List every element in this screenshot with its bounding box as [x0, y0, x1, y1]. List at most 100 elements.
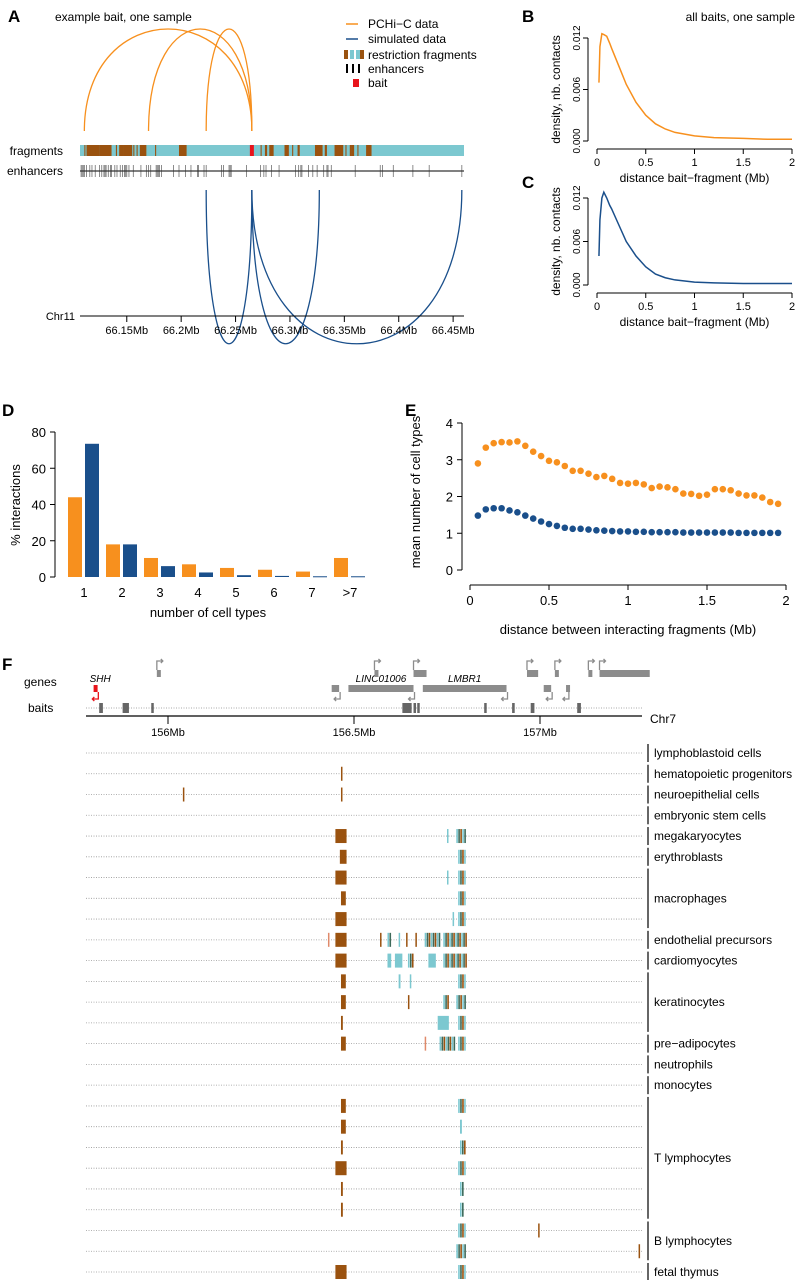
x-tick-label: 4 — [194, 585, 201, 600]
restriction-fragment — [351, 145, 355, 156]
chart-title: all baits, one sample — [686, 10, 796, 24]
y-tick-label: 0 — [446, 563, 453, 578]
interacting-fragment — [459, 953, 461, 968]
interacting-fragment — [458, 829, 460, 844]
restriction-fragment — [357, 145, 359, 156]
y-tick-label: 40 — [32, 498, 46, 513]
point-pchic — [648, 484, 655, 492]
interacting-fragment — [461, 953, 463, 968]
x-tick-label: 156Mb — [151, 727, 185, 739]
point-simulated — [766, 529, 774, 537]
point-pchic — [695, 492, 703, 500]
y-tick-label: 0.012 — [572, 25, 583, 50]
interacting-fragment — [340, 787, 343, 802]
point-pchic — [490, 439, 498, 447]
point-simulated — [632, 528, 640, 536]
interacting-fragment — [335, 829, 347, 844]
point-simulated — [585, 526, 592, 533]
interacting-fragment — [462, 1015, 464, 1030]
interacting-fragment — [447, 995, 449, 1010]
interacting-fragment — [380, 932, 382, 947]
interacting-fragment — [462, 829, 464, 844]
interacting-fragment — [447, 870, 449, 885]
chart-title: example bait, one sample — [55, 10, 192, 24]
point-pchic — [561, 462, 569, 470]
bar-pchic — [68, 497, 82, 577]
interacting-fragment — [456, 829, 458, 844]
interacting-fragment — [458, 1036, 460, 1051]
cell-type-label: pre−adipocytes — [654, 1037, 736, 1051]
x-tick-label: 66.25Mb — [214, 325, 257, 337]
interacting-fragment — [447, 829, 449, 844]
interacting-fragment — [460, 1161, 462, 1176]
bar-pchic — [258, 569, 272, 577]
interacting-fragment — [409, 953, 412, 968]
gene-body — [413, 670, 427, 677]
y-tick-label: 0.012 — [572, 185, 583, 210]
point-pchic — [727, 486, 734, 494]
simulated-arc — [251, 189, 320, 345]
interacting-fragment — [340, 1181, 343, 1196]
x-tick-label: 5 — [232, 585, 239, 600]
chromosome-label: Chr7 — [650, 712, 676, 726]
x-tick-label: 66.15Mb — [105, 325, 148, 337]
point-simulated — [774, 529, 782, 537]
bar-simulated — [123, 544, 137, 577]
restriction-fragment — [264, 145, 268, 156]
cell-type-label: neuroepithelial cells — [654, 788, 759, 802]
point-pchic — [553, 459, 561, 466]
tss-arrow-icon — [412, 658, 421, 670]
point-simulated — [561, 524, 569, 532]
interacting-fragment — [339, 849, 347, 864]
interacting-fragment — [445, 995, 447, 1010]
x-axis-label: distance bait−fragment (Mb) — [620, 315, 770, 329]
interacting-fragment — [465, 953, 467, 968]
interacting-fragment — [464, 1015, 466, 1030]
x-axis-label: distance bait−fragment (Mb) — [620, 171, 770, 185]
tss-arrow-icon — [526, 658, 534, 670]
interacting-fragment — [406, 932, 408, 947]
interacting-fragment — [455, 953, 457, 968]
interacting-fragment — [464, 1244, 466, 1259]
bar-pchic — [334, 557, 348, 577]
interacting-fragment — [464, 995, 466, 1010]
point-simulated — [656, 528, 663, 536]
interacting-fragment — [458, 912, 460, 927]
restriction-fragment — [324, 145, 327, 156]
gene-body — [348, 685, 414, 692]
restriction-fragment — [349, 145, 352, 156]
interacting-fragment — [443, 1036, 446, 1051]
y-tick-label: 1 — [446, 526, 453, 541]
restriction-fragment — [292, 145, 294, 156]
x-tick-label: 1.5 — [736, 157, 751, 169]
point-pchic — [514, 438, 521, 445]
point-simulated — [687, 529, 695, 536]
cell-type-label: monocytes — [654, 1078, 712, 1092]
interacting-fragment — [434, 932, 437, 947]
interacting-fragment — [458, 1015, 460, 1030]
bar-simulated — [313, 576, 327, 578]
interacting-fragment — [464, 891, 466, 906]
interacting-fragment — [451, 932, 453, 947]
interacting-fragment — [335, 1265, 347, 1279]
interacting-fragment — [460, 1223, 462, 1238]
cell-type-label: lymphoblastoid cells — [654, 746, 761, 760]
y-tick-label: 4 — [446, 416, 453, 431]
x-tick-label: 3 — [156, 585, 163, 600]
tss-arrow-icon — [587, 658, 596, 670]
legend-entry: PCHi−C data — [368, 17, 439, 31]
gene-body — [543, 685, 552, 692]
tss-arrow-icon — [500, 692, 509, 702]
interacting-fragment — [463, 953, 465, 968]
y-tick-label: 60 — [32, 461, 46, 476]
restriction-fragment — [115, 145, 117, 156]
interacting-fragment — [438, 932, 441, 947]
track-label-fragments: fragments — [10, 144, 63, 158]
gene-body — [566, 685, 571, 692]
interacting-fragment — [453, 953, 455, 968]
point-pchic — [672, 485, 679, 493]
point-pchic — [522, 442, 529, 450]
point-pchic — [743, 492, 750, 499]
interacting-fragment — [460, 1202, 462, 1217]
gene-body — [599, 670, 650, 677]
